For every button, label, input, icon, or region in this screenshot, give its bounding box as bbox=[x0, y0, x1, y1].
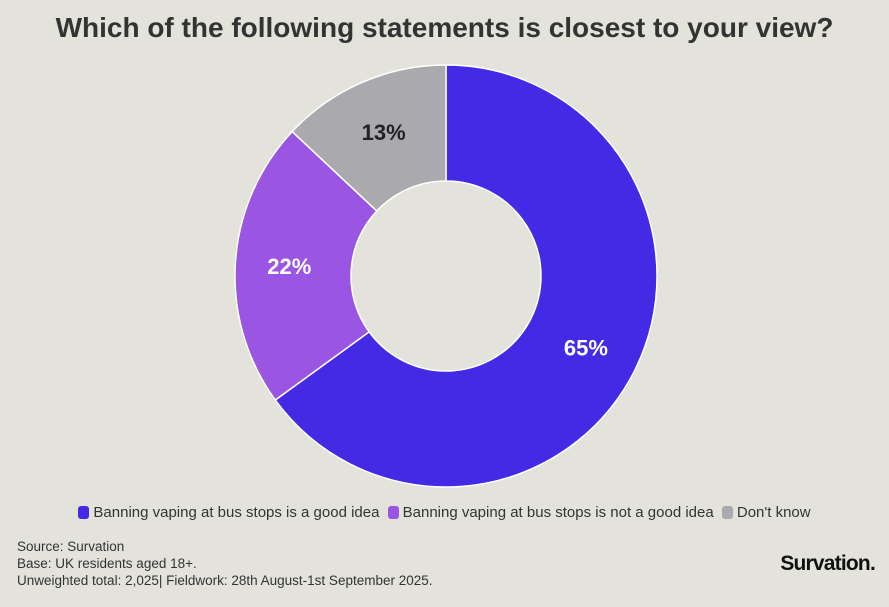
data-label-dont-know: 13% bbox=[362, 120, 406, 145]
data-label-good-idea: 65% bbox=[564, 335, 608, 360]
donut-slice-dont-know bbox=[291, 64, 447, 213]
base-note: Base: UK residents aged 18+. bbox=[17, 556, 197, 571]
legend-item-dont-know: Don't know bbox=[721, 503, 811, 521]
source-note: Source: Survation bbox=[17, 539, 125, 554]
legend: Banning vaping at bus stops is a good id… bbox=[0, 503, 889, 521]
legend-label-not-good-idea: Banning vaping at bus stops is not a goo… bbox=[402, 503, 714, 521]
data-label-not-good-idea: 22% bbox=[267, 254, 311, 279]
legend-item-good-idea: Banning vaping at bus stops is a good id… bbox=[78, 504, 379, 521]
fieldwork-note: Unweighted total: 2,025| Fieldwork: 28th… bbox=[17, 573, 433, 588]
legend-label-good-idea: Banning vaping at bus stops is a good id… bbox=[93, 503, 380, 521]
donut-slice-not-good-idea bbox=[234, 130, 378, 402]
legend-swatch-dont-know bbox=[721, 505, 733, 519]
footer-notes: Source: Survation Base: UK residents age… bbox=[17, 538, 433, 589]
donut-slice-good-idea bbox=[274, 64, 658, 488]
legend-swatch-not-good-idea bbox=[387, 505, 399, 519]
legend-item-not-good-idea: Banning vaping at bus stops is not a goo… bbox=[387, 503, 714, 521]
chart-title: Which of the following statements is clo… bbox=[55, 12, 834, 43]
legend-swatch-good-idea bbox=[78, 505, 90, 519]
legend-label-dont-know: Don't know bbox=[736, 503, 811, 521]
survation-logo: Survation. bbox=[780, 552, 875, 575]
